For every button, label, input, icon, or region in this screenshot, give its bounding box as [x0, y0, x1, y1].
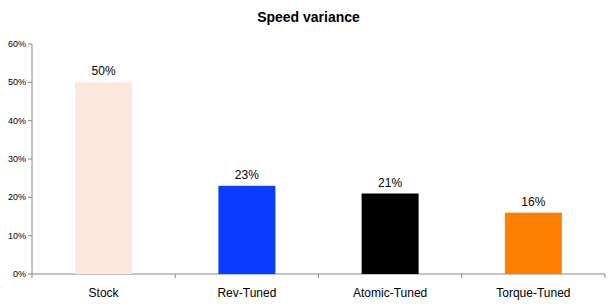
y-tick-label: 30%	[8, 154, 26, 164]
category-label: Stock	[89, 286, 120, 300]
x-tick	[605, 274, 606, 278]
category-label: Rev-Tuned	[217, 286, 276, 300]
chart-container: Speed variance 0% 10% 20% 30% 40% 50% 60% 50% Sto…	[0, 0, 609, 307]
x-tick	[32, 274, 33, 278]
category-label: Atomic-Tuned	[353, 286, 427, 300]
data-label: 23%	[235, 168, 259, 182]
data-label: 50%	[92, 64, 116, 78]
y-tick-label: 10%	[8, 231, 26, 241]
bar	[218, 186, 275, 274]
y-tick	[28, 235, 32, 236]
y-tick	[28, 274, 32, 275]
y-tick-label: 20%	[8, 192, 26, 202]
y-tick	[28, 159, 32, 160]
y-tick	[28, 197, 32, 198]
bars	[75, 82, 562, 274]
y-tick-label: 0%	[13, 269, 26, 279]
data-label: 16%	[521, 195, 545, 209]
data-label: 21%	[378, 176, 402, 190]
x-tick	[461, 274, 462, 278]
y-tick-label: 50%	[8, 77, 26, 87]
y-tick	[28, 120, 32, 121]
title: Speed variance	[257, 9, 360, 25]
category-label: Torque-Tuned	[496, 286, 570, 300]
y-tick-label: 60%	[8, 39, 26, 49]
y-tick	[28, 44, 32, 45]
bar	[75, 82, 132, 274]
bar	[362, 194, 419, 275]
chart-svg: Speed variance 0% 10% 20% 30% 40% 50% 60% 50% Sto…	[0, 0, 609, 307]
bar	[505, 213, 562, 274]
y-tick	[28, 82, 32, 83]
x-tick	[175, 274, 176, 278]
y-tick-label: 40%	[8, 116, 26, 126]
x-tick	[318, 274, 319, 278]
